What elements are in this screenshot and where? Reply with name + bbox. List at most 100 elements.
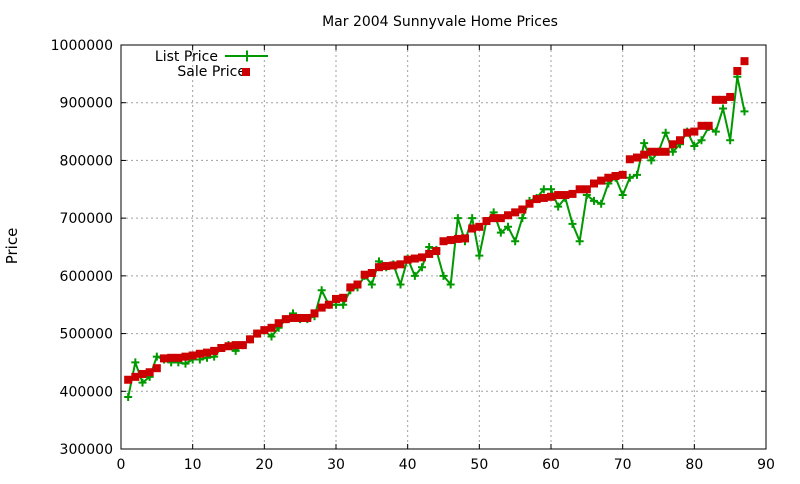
- sale-price-point: [719, 95, 727, 104]
- y-tick-label: 700000: [60, 211, 113, 227]
- sale-price-point: [203, 348, 211, 357]
- sale-price-point: [231, 341, 240, 350]
- sale-price-point: [683, 128, 692, 137]
- sale-price-point: [138, 369, 147, 378]
- list-price-point: [661, 128, 670, 137]
- grid: [121, 45, 766, 449]
- sale-price-point: [267, 323, 276, 332]
- list-price-point: [410, 271, 419, 280]
- x-tick-label: 90: [757, 457, 775, 473]
- sale-price-point: [575, 185, 584, 194]
- list-price-point: [131, 358, 140, 367]
- list-price-point: [711, 127, 720, 136]
- sale-price-point: [410, 254, 419, 263]
- sale-price-point: [676, 136, 684, 145]
- x-tick-label: 50: [470, 457, 488, 473]
- sale-price-point: [253, 329, 262, 338]
- sale-price-point: [353, 280, 362, 289]
- y-tick-label: 400000: [60, 384, 113, 400]
- sale-price-point: [167, 353, 176, 362]
- sale-price-point: [697, 121, 706, 130]
- sale-price-point: [160, 354, 168, 363]
- y-tick-label: 500000: [60, 327, 113, 343]
- sale-price-point: [633, 153, 641, 162]
- list-price-point: [539, 185, 548, 194]
- list-price-point: [152, 352, 161, 361]
- y-axis-label: Price: [3, 228, 21, 265]
- list-price-point: [468, 214, 477, 223]
- sale-price-point: [418, 253, 426, 262]
- sale-price-point: [432, 247, 441, 256]
- sale-price-point: [461, 234, 469, 243]
- list-price-point: [317, 286, 326, 295]
- list-price-point: [597, 199, 606, 208]
- sale-price-point: [539, 193, 548, 202]
- list-price-point: [625, 173, 634, 182]
- sale-price-point: [246, 335, 254, 344]
- sale-price-point: [289, 313, 297, 322]
- list-price-point: [124, 393, 133, 402]
- sale-price-point: [296, 313, 305, 322]
- legend-swatch-sale-price-marker: [242, 68, 250, 76]
- axis-ticks: 0 10 20 30 40 50 60 70 80 90 300000 400000 500000 600…: [51, 38, 775, 473]
- x-tick-label: 80: [685, 457, 703, 473]
- list-price-point: [568, 219, 577, 228]
- legend-label-list-price: List Price: [155, 49, 218, 65]
- sale-price-point: [654, 147, 663, 156]
- sale-price-point: [733, 66, 742, 75]
- sale-price-point: [332, 294, 340, 303]
- list-price-point: [181, 359, 190, 368]
- sale-price-point: [640, 150, 649, 159]
- sale-price-point: [618, 170, 627, 179]
- list-price-point: [668, 147, 677, 156]
- sale-price-point: [661, 147, 670, 156]
- sale-price-point: [346, 283, 355, 292]
- sale-price-point: [260, 326, 269, 335]
- x-tick-label: 70: [614, 457, 632, 473]
- list-price-point: [697, 136, 706, 145]
- list-price-point: [547, 185, 555, 194]
- sale-price-point: [188, 351, 197, 360]
- sale-price-point: [468, 224, 477, 233]
- sale-price-point: [496, 214, 505, 223]
- list-price-point: [518, 214, 527, 223]
- series-layer: [124, 57, 749, 402]
- sale-price-point: [647, 147, 656, 156]
- sale-price-point: [482, 217, 491, 226]
- sale-price-point: [590, 179, 598, 188]
- sale-price-point: [740, 57, 749, 66]
- sale-price-point: [711, 95, 720, 104]
- y-tick-label: 300000: [60, 442, 113, 458]
- list-price-point: [719, 104, 727, 113]
- list-price-point: [418, 263, 426, 272]
- sale-price-point: [518, 205, 527, 214]
- list-price-point: [554, 202, 563, 211]
- sale-price-point: [475, 222, 484, 231]
- list-price-point: [439, 271, 448, 280]
- sale-price-point: [181, 352, 190, 361]
- list-price-point: [453, 214, 462, 223]
- sale-price-point: [210, 346, 219, 355]
- sale-price-point: [582, 185, 591, 194]
- sale-price-point: [238, 341, 247, 350]
- list-price-point: [339, 300, 348, 309]
- list-price-point: [511, 237, 520, 246]
- legend: List Price Sale Price: [155, 49, 268, 80]
- plot-frame: [120, 44, 767, 450]
- x-tick-label: 40: [399, 457, 417, 473]
- y-tick-label: 1000000: [51, 38, 113, 54]
- list-price-point: [425, 243, 434, 251]
- sale-price-point: [375, 263, 383, 272]
- sale-price-point: [597, 176, 606, 185]
- list-price-point: [446, 280, 455, 289]
- legend-label-sale-price: Sale Price: [177, 64, 246, 80]
- sale-price-point: [303, 313, 312, 322]
- sale-price-point: [403, 255, 412, 264]
- sale-price-point: [224, 342, 233, 351]
- sale-price-point: [625, 155, 634, 164]
- sale-price-point: [489, 214, 498, 223]
- sale-price-point: [274, 319, 283, 328]
- y-tick-label: 800000: [60, 153, 113, 169]
- y-tick-label: 600000: [60, 269, 113, 285]
- list-price-point: [740, 107, 749, 116]
